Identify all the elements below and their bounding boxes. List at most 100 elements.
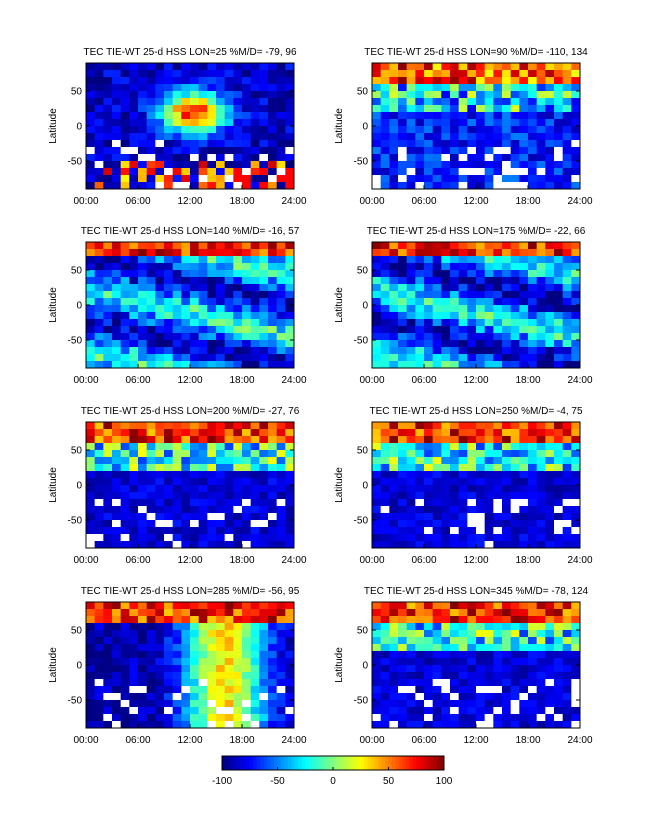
heatmap-cell bbox=[545, 602, 555, 610]
heatmap-cell bbox=[138, 520, 147, 528]
heatmap-cell bbox=[536, 485, 546, 493]
heatmap-cell bbox=[458, 499, 468, 507]
heatmap-cell bbox=[467, 700, 477, 708]
heatmap-cell bbox=[164, 450, 173, 458]
colorbar-tick-label: 0 bbox=[330, 776, 336, 787]
heatmap-cell bbox=[86, 77, 95, 85]
heatmap-cell bbox=[172, 256, 182, 264]
heatmap-cell bbox=[545, 361, 555, 369]
heatmap-cell bbox=[155, 665, 165, 673]
heatmap-cell bbox=[484, 464, 494, 472]
heatmap-cell bbox=[86, 478, 95, 486]
heatmap-cell bbox=[536, 534, 546, 542]
heatmap-cell bbox=[259, 77, 269, 85]
heatmap-cell bbox=[112, 140, 121, 148]
colorbar-segment bbox=[249, 756, 254, 770]
heatmap-cell bbox=[268, 534, 277, 542]
heatmap-cell bbox=[207, 464, 217, 472]
heatmap-cell bbox=[398, 270, 407, 278]
heatmap-cell bbox=[164, 630, 173, 638]
heatmap-cell bbox=[389, 721, 399, 729]
colorbar-segment bbox=[246, 756, 251, 770]
y-tick-label: -50 bbox=[354, 336, 369, 347]
heatmap-cell bbox=[259, 168, 269, 176]
heatmap-cell bbox=[164, 492, 173, 500]
heatmap-cell bbox=[398, 686, 407, 694]
heatmap-cell bbox=[155, 77, 165, 85]
heatmap-cell bbox=[441, 140, 451, 148]
heatmap-cell bbox=[207, 249, 217, 257]
heatmap-cell bbox=[450, 609, 459, 617]
heatmap-cell bbox=[198, 436, 208, 444]
heatmap-cell bbox=[467, 672, 477, 680]
heatmap-cell bbox=[250, 665, 260, 673]
heatmap-cell bbox=[276, 623, 286, 631]
heatmap-cell bbox=[562, 721, 572, 729]
heatmap-cell bbox=[155, 637, 165, 645]
heatmap-cell bbox=[372, 347, 381, 355]
colorbar-segment bbox=[367, 756, 372, 770]
heatmap-cell bbox=[519, 70, 529, 78]
heatmap-cell bbox=[450, 616, 459, 624]
heatmap-cell bbox=[233, 91, 243, 99]
heatmap-cell bbox=[389, 140, 399, 148]
heatmap-cell bbox=[155, 256, 165, 264]
heatmap-cell bbox=[441, 436, 451, 444]
heatmap-cell bbox=[285, 161, 295, 169]
heatmap-cell bbox=[380, 422, 390, 430]
y-axis-label: Latitude bbox=[334, 647, 345, 683]
heatmap-cell bbox=[268, 672, 277, 680]
heatmap-cell bbox=[250, 492, 260, 500]
heatmap-cell bbox=[528, 182, 537, 190]
heatmap-cell bbox=[172, 249, 182, 257]
heatmap-cell bbox=[129, 305, 139, 313]
heatmap-cell bbox=[129, 644, 139, 652]
heatmap-cell bbox=[528, 422, 537, 430]
heatmap-cell bbox=[493, 707, 503, 715]
heatmap-cell bbox=[250, 527, 260, 535]
heatmap-cell bbox=[510, 609, 520, 617]
heatmap-cell bbox=[484, 91, 494, 99]
heatmap-cell bbox=[216, 464, 225, 472]
heatmap-cell bbox=[129, 541, 139, 549]
heatmap-cell bbox=[207, 658, 217, 666]
heatmap-cell bbox=[259, 70, 269, 78]
heatmap-cell bbox=[259, 665, 269, 673]
heatmap-cell bbox=[467, 506, 477, 514]
heatmap-cell bbox=[94, 256, 104, 264]
heatmap-cell bbox=[103, 644, 113, 652]
heatmap-cell bbox=[450, 291, 459, 299]
heatmap-cell bbox=[571, 721, 581, 729]
heatmap-cell bbox=[432, 340, 442, 348]
heatmap-cell bbox=[476, 443, 485, 451]
heatmap-cell bbox=[138, 422, 147, 430]
heatmap-cell bbox=[242, 492, 251, 500]
heatmap-cell bbox=[164, 175, 173, 183]
heatmap-cell bbox=[86, 175, 95, 183]
heatmap-cell bbox=[476, 436, 485, 444]
heatmap-cell bbox=[94, 630, 104, 638]
heatmap-cell bbox=[164, 623, 173, 631]
heatmap-cell bbox=[172, 651, 182, 659]
heatmap-cell bbox=[268, 277, 277, 285]
heatmap-cell bbox=[562, 478, 572, 486]
heatmap-cell bbox=[250, 333, 260, 341]
heatmap-cell bbox=[493, 471, 503, 479]
heatmap-cell bbox=[276, 298, 286, 306]
heatmap-cell bbox=[502, 340, 511, 348]
x-tick-label: 06:00 bbox=[125, 555, 150, 566]
heatmap-cell bbox=[406, 679, 416, 687]
heatmap-cell bbox=[146, 700, 156, 708]
heatmap-cell bbox=[181, 161, 191, 169]
heatmap-cell bbox=[224, 140, 234, 148]
heatmap-cell bbox=[164, 721, 173, 729]
heatmap-cell bbox=[146, 616, 156, 624]
heatmap-cell bbox=[467, 291, 477, 299]
heatmap-cell bbox=[120, 707, 130, 715]
heatmap-cell bbox=[103, 133, 113, 141]
heatmap-cell bbox=[554, 436, 563, 444]
heatmap-cell bbox=[502, 161, 511, 169]
heatmap-cell bbox=[129, 249, 139, 257]
heatmap-cell bbox=[190, 609, 199, 617]
heatmap-cell bbox=[519, 270, 529, 278]
